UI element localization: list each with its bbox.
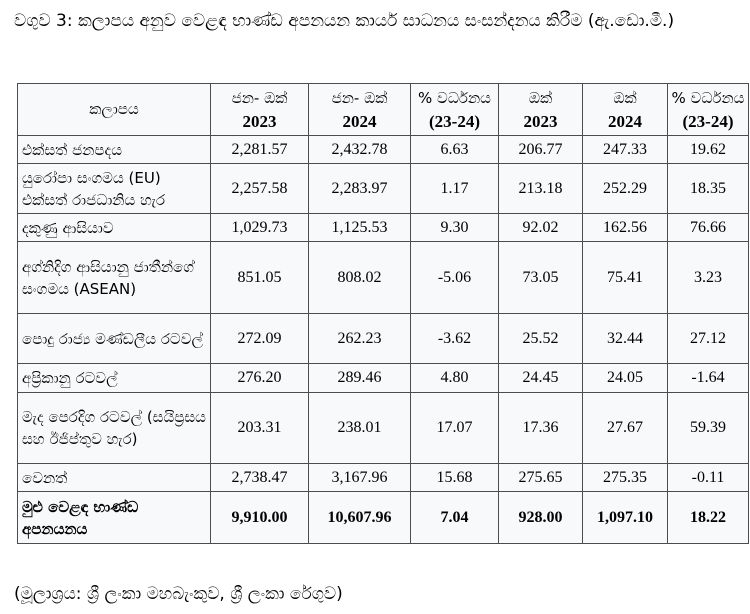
region-label-cell: දකුණු ආසියාව <box>17 213 211 242</box>
value-cell: 276.20 <box>210 363 309 393</box>
header-growth-label: % වර්ධනය <box>671 88 745 107</box>
value-cell: 27.67 <box>582 392 668 464</box>
header-year-label: 2024 <box>342 111 377 131</box>
table-row-south-asia: දකුණු ආසියාව 1,029.73 1,125.53 9.30 92.0… <box>17 213 749 242</box>
header-cell-jan-oct-2024: ජන- ඔක් 2024 <box>308 83 411 136</box>
value-cell: 32.44 <box>582 313 668 364</box>
value-cell: 24.05 <box>582 363 668 393</box>
region-label-cell: මැද පෙරදිග රටවල් (සයිප්‍රසය සහ ඊජිප්තුව … <box>17 392 211 464</box>
header-cell-jan-oct-2023: ජන- ඔක් 2023 <box>210 83 309 136</box>
header-growth-range: (23-24) <box>682 111 734 131</box>
header-year-label: 2023 <box>523 111 558 131</box>
value-cell: 4.80 <box>410 363 499 393</box>
value-cell: -1.64 <box>667 363 749 393</box>
header-growth-range: (23-24) <box>429 111 480 131</box>
value-cell: 272.09 <box>210 313 309 364</box>
value-cell: 2,257.58 <box>210 163 309 214</box>
value-cell: 162.56 <box>582 213 668 242</box>
table-caption: වගුව 3: කලාපය අනුව වෙළඳ භාණ්ඩ අපනයන කාර්… <box>14 11 675 31</box>
value-cell: 76.66 <box>667 213 749 242</box>
trade-exports-by-region-table: කලාපය ජන- ඔක් 2023 ජන- ඔක් 2024 % වර්ධනය… <box>17 83 749 544</box>
value-cell: 59.39 <box>667 392 749 464</box>
header-cell-region: කලාපය <box>17 83 211 136</box>
value-cell: 19.62 <box>667 135 749 164</box>
value-cell: 15.68 <box>410 463 499 492</box>
value-cell: 73.05 <box>498 241 583 314</box>
value-cell: 213.18 <box>498 163 583 214</box>
header-growth-label: % වර්ධනය <box>418 88 491 107</box>
value-cell: 2,283.97 <box>308 163 411 214</box>
value-cell: 1.17 <box>410 163 499 214</box>
value-cell: -5.06 <box>410 241 499 314</box>
header-year-label: 2024 <box>608 111 642 131</box>
value-cell: 289.46 <box>308 363 411 393</box>
header-period-label: ජන- ඔක් <box>331 88 388 107</box>
value-cell: 18.35 <box>667 163 749 214</box>
table-row-other: වෙනත් 2,738.47 3,167.96 15.68 275.65 275… <box>17 463 749 492</box>
value-cell: 9.30 <box>410 213 499 242</box>
region-label-cell: යුරෝපා සංගමය (EU) එක්සත් රාජධානිය හැර <box>17 163 211 214</box>
value-cell: 2,281.57 <box>210 135 309 164</box>
total-row: මුළු වෙළඳ භාණ්ඩ අපනයනය 9,910.00 10,607.9… <box>17 491 749 544</box>
table-row-africa: අප්‍රිකානු රටවල් 276.20 289.46 4.80 24.4… <box>17 363 749 393</box>
total-value-cell: 9,910.00 <box>210 491 309 544</box>
value-cell: 252.29 <box>582 163 668 214</box>
value-cell: 262.23 <box>308 313 411 364</box>
header-cell-growth-oct: % වර්ධනය (23-24) <box>667 83 749 136</box>
value-cell: 92.02 <box>498 213 583 242</box>
header-cell-oct-2023: ඔක් 2023 <box>498 83 583 136</box>
table-row-usa: එක්සත් ජනපදය 2,281.57 2,432.78 6.63 206.… <box>17 135 749 164</box>
total-value-cell: 7.04 <box>410 491 499 544</box>
value-cell: 1,029.73 <box>210 213 309 242</box>
value-cell: 275.65 <box>498 463 583 492</box>
value-cell: 24.45 <box>498 363 583 393</box>
region-label-cell: එක්සත් ජනපදය <box>17 135 211 164</box>
value-cell: 275.35 <box>582 463 668 492</box>
header-region-label: කලාපය <box>89 100 139 118</box>
table-row-commonwealth: පොදු රාජ්‍ය මණ්ඩලීය රටවල් 272.09 262.23 … <box>17 313 749 364</box>
value-cell: 2,432.78 <box>308 135 411 164</box>
total-label-cell: මුළු වෙළඳ භාණ්ඩ අපනයනය <box>17 491 211 544</box>
header-period-label: ඔක් <box>613 88 637 107</box>
table-row-eu: යුරෝපා සංගමය (EU) එක්සත් රාජධානිය හැර 2,… <box>17 163 749 214</box>
value-cell: 75.41 <box>582 241 668 314</box>
value-cell: 1,125.53 <box>308 213 411 242</box>
source-note: (මූලාශ්‍රය: ශ්‍රී ලංකා මහබැංකුව, ශ්‍රී ල… <box>14 584 343 604</box>
table-row-asean: අග්නිදිග ආසියානු ජාතීන්ගේ සංගමය (ASEAN) … <box>17 241 749 314</box>
value-cell: 6.63 <box>410 135 499 164</box>
table-row-middle-east: මැද පෙරදිග රටවල් (සයිප්‍රසය සහ ඊජිප්තුව … <box>17 392 749 464</box>
value-cell: 238.01 <box>308 392 411 464</box>
header-period-label: ඔක් <box>528 88 553 107</box>
value-cell: 17.07 <box>410 392 499 464</box>
value-cell: -0.11 <box>667 463 749 492</box>
header-row: කලාපය ජන- ඔක් 2023 ජන- ඔක් 2024 % වර්ධනය… <box>17 83 749 136</box>
total-value-cell: 1,097.10 <box>582 491 668 544</box>
region-label-cell: අග්නිදිග ආසියානු ජාතීන්ගේ සංගමය (ASEAN) <box>17 241 211 314</box>
value-cell: 3.23 <box>667 241 749 314</box>
value-cell: 851.05 <box>210 241 309 314</box>
region-label-cell: වෙනත් <box>17 463 211 492</box>
header-cell-growth-jan-oct: % වර්ධනය (23-24) <box>410 83 499 136</box>
header-year-label: 2023 <box>242 111 277 131</box>
value-cell: 25.52 <box>498 313 583 364</box>
value-cell: 206.77 <box>498 135 583 164</box>
region-label-cell: පොදු රාජ්‍ය මණ්ඩලීය රටවල් <box>17 313 211 364</box>
header-period-label: ජන- ඔක් <box>231 88 288 107</box>
value-cell: 247.33 <box>582 135 668 164</box>
value-cell: 3,167.96 <box>308 463 411 492</box>
value-cell: 27.12 <box>667 313 749 364</box>
total-value-cell: 928.00 <box>498 491 583 544</box>
value-cell: 2,738.47 <box>210 463 309 492</box>
value-cell: 17.36 <box>498 392 583 464</box>
value-cell: 808.02 <box>308 241 411 314</box>
header-cell-oct-2024: ඔක් 2024 <box>582 83 668 136</box>
value-cell: 203.31 <box>210 392 309 464</box>
total-value-cell: 18.22 <box>667 491 749 544</box>
total-value-cell: 10,607.96 <box>308 491 411 544</box>
region-label-cell: අප්‍රිකානු රටවල් <box>17 363 211 393</box>
value-cell: -3.62 <box>410 313 499 364</box>
